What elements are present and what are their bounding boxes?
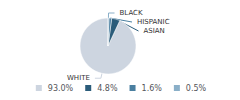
svg-text:WHITE: WHITE (67, 74, 90, 82)
svg-text:ASIAN: ASIAN (144, 27, 165, 35)
svg-text:4.8%: 4.8% (97, 84, 118, 93)
svg-text:HISPANIC: HISPANIC (137, 18, 170, 26)
svg-text:1.6%: 1.6% (142, 84, 163, 93)
svg-text:0.5%: 0.5% (186, 84, 207, 93)
svg-text:BLACK: BLACK (120, 9, 143, 17)
svg-text:93.0%: 93.0% (48, 84, 74, 93)
